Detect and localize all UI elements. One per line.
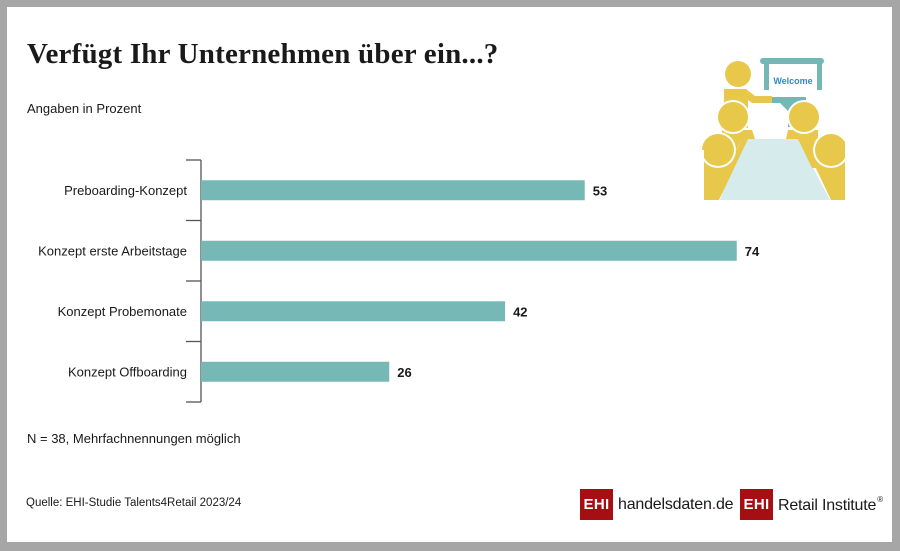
value-label: 26 bbox=[397, 365, 411, 380]
bar bbox=[201, 301, 506, 322]
category-label: Konzept Probemonate bbox=[58, 304, 187, 319]
ehi-logo-box: EHI bbox=[740, 489, 773, 520]
whiteboard-top-bar bbox=[760, 58, 824, 64]
attendee-right-icon bbox=[786, 100, 851, 204]
ehi-retail-institute-logo[interactable]: EHI Retail Institute® bbox=[740, 489, 883, 520]
value-label: 74 bbox=[745, 244, 760, 259]
chart-subtitle: Angaben in Prozent bbox=[27, 101, 142, 116]
whiteboard-panel bbox=[769, 64, 817, 96]
whiteboard-right-leg bbox=[817, 62, 822, 90]
category-label: Konzept erste Arbeitstage bbox=[38, 243, 187, 258]
sample-note: N = 38, Mehrfachnennungen möglich bbox=[27, 431, 241, 446]
logo-text-tail: de bbox=[715, 495, 734, 513]
value-label: 53 bbox=[593, 183, 607, 198]
whiteboard-left-leg bbox=[764, 62, 769, 90]
category-label: Konzept Offboarding bbox=[68, 364, 187, 379]
whiteboard-text: Welcome bbox=[773, 76, 812, 86]
whiteboard-icon: Welcome bbox=[760, 58, 824, 127]
ehi-logo-box: EHI bbox=[580, 489, 613, 520]
logo-text-main: Retail Institute bbox=[778, 496, 877, 514]
source-note: Quelle: EHI-Studie Talents4Retail 2023/2… bbox=[26, 497, 242, 509]
attendee-left-icon bbox=[700, 100, 755, 202]
whiteboard-bottom-bar bbox=[768, 97, 806, 103]
table-icon bbox=[720, 139, 830, 200]
logo-text-dot: . bbox=[711, 495, 716, 513]
bar bbox=[201, 240, 737, 261]
retail-institute-logo-text: Retail Institute® bbox=[778, 495, 883, 515]
handelsdaten-logo[interactable]: EHI handelsdaten.de bbox=[580, 489, 734, 520]
handelsdaten-logo-text: handelsdaten.de bbox=[618, 495, 734, 514]
chart-title: Verfügt Ihr Unternehmen über ein...? bbox=[27, 38, 499, 70]
value-label: 42 bbox=[513, 304, 527, 319]
category-label: Preboarding-Konzept bbox=[64, 183, 187, 198]
bar bbox=[201, 180, 585, 201]
bar bbox=[201, 361, 390, 382]
registered-mark: ® bbox=[877, 494, 883, 504]
logo-text-main: handelsdaten bbox=[618, 495, 712, 513]
